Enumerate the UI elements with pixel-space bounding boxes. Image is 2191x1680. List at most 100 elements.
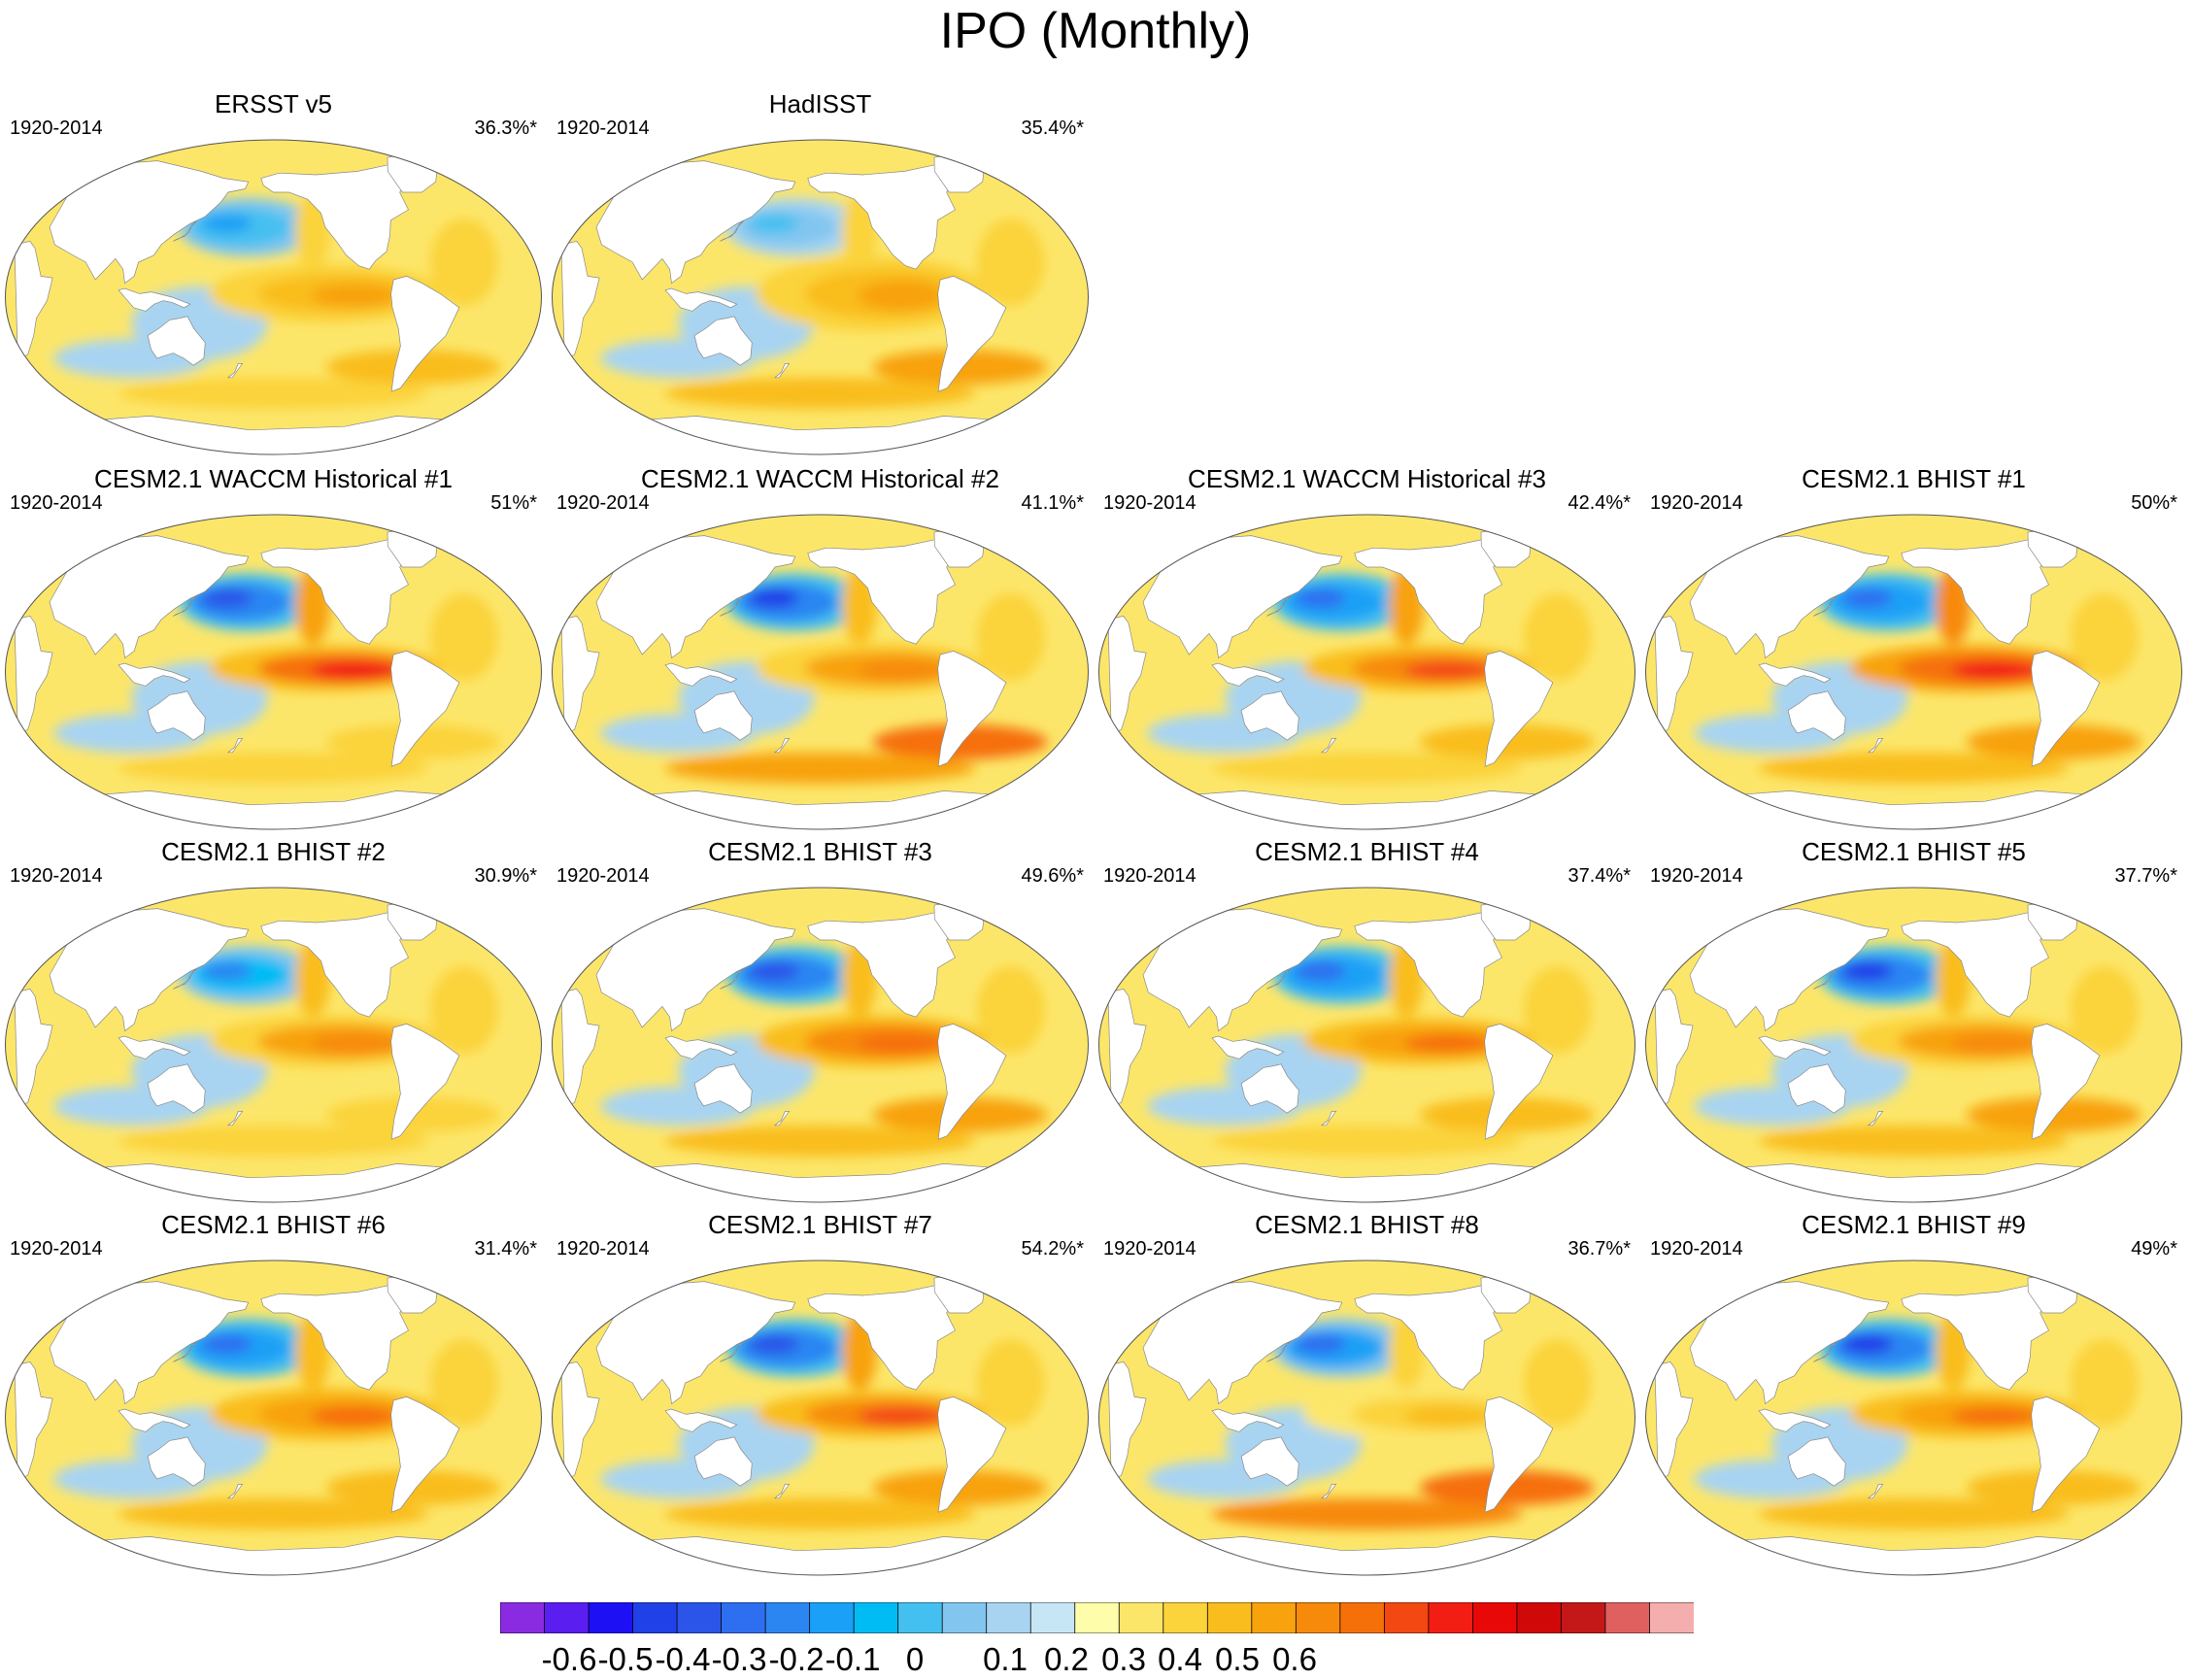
colorbar-box	[1251, 1602, 1298, 1633]
map-border	[552, 887, 1089, 1203]
panel-period: 1920-2014	[1103, 492, 1197, 514]
colorbar-box	[1472, 1602, 1518, 1633]
land-japan	[1813, 967, 1838, 990]
colorbar-box	[500, 1602, 546, 1633]
tropical-warm-core	[1404, 1033, 1493, 1053]
tropical-warm-core	[858, 1032, 946, 1055]
land-samerica	[390, 651, 460, 767]
north-pacific-anomaly-core	[748, 588, 799, 608]
map-border	[5, 514, 542, 830]
land-nz	[226, 1484, 244, 1499]
land-samerica	[937, 1396, 1007, 1513]
atlantic-anomaly	[1523, 966, 1592, 1054]
tropical-warm-core	[858, 659, 946, 682]
colorbar-tick-label: 0.2	[1044, 1641, 1089, 1677]
tropical-warm-core	[311, 1032, 399, 1055]
north-pacific-anomaly-core	[201, 588, 253, 608]
land-japan	[173, 1340, 198, 1362]
atlantic-anomaly	[1523, 593, 1592, 681]
colorbar-tick-label: -0.3	[711, 1641, 767, 1677]
colorbar-box	[1029, 1602, 1076, 1633]
map-panel: CESM2.1 BHIST #9 1920-2014 49%*	[1640, 1210, 2187, 1579]
colorbar-box	[853, 1602, 899, 1633]
tropical-warm-core	[1404, 1405, 1493, 1428]
land-nz	[226, 1111, 244, 1126]
colorbar-tick-label: -0.5	[597, 1641, 654, 1677]
panel-period: 1920-2014	[1650, 492, 1743, 514]
tropical-warm-core	[1951, 1032, 2039, 1055]
colorbar-box	[809, 1602, 856, 1633]
map-panel: CESM2.1 WACCM Historical #3 1920-2014 42.4…	[1094, 464, 1640, 833]
land-japan	[173, 219, 198, 242]
atlantic-anomaly	[976, 218, 1045, 306]
map-border	[1645, 887, 2182, 1203]
atlantic-anomaly	[2070, 1339, 2139, 1427]
atlantic-anomaly	[429, 218, 498, 306]
land-japan	[720, 594, 745, 617]
land-japan	[720, 219, 745, 242]
southern-band-warm	[1211, 1126, 1523, 1157]
land-australia	[147, 1436, 206, 1487]
map-panel: CESM2.1 WACCM Historical #2 1920-2014 41.1…	[547, 464, 1094, 833]
southern-band-warm	[664, 753, 976, 784]
colorbar-box	[544, 1602, 590, 1633]
atlantic-anomaly	[976, 593, 1045, 681]
land-samerica	[1484, 651, 1554, 767]
colorbar-tick-label: 0.6	[1272, 1641, 1317, 1677]
colorbar-box	[632, 1602, 678, 1633]
panel-period: 1920-2014	[1650, 1238, 1743, 1260]
colorbar-box	[588, 1602, 634, 1633]
panel-title: CESM2.1 WACCM Historical #2	[641, 464, 999, 493]
land-indonesia	[118, 1035, 191, 1059]
southern-band-warm	[664, 378, 976, 409]
map-panel: CESM2.1 BHIST #4 1920-2014 37.4%*	[1094, 837, 1640, 1206]
ipo-pattern-map	[1098, 887, 1635, 1203]
land-australia	[1787, 1063, 1846, 1114]
ipo-pattern-map	[552, 514, 1089, 830]
panel-variance: 36.7%*	[1567, 1238, 1632, 1260]
colorbar-tick-label: 0.1	[983, 1641, 1028, 1677]
southern-band-warm	[1758, 1126, 2070, 1157]
colorbar-box	[676, 1602, 723, 1633]
land-australia	[147, 316, 206, 366]
panel-title: CESM2.1 WACCM Historical #1	[94, 464, 453, 493]
land-asia	[595, 535, 796, 659]
land-namerica	[260, 911, 418, 1018]
southern-band-warm	[1211, 753, 1523, 784]
ipo-pattern-map	[1098, 1260, 1635, 1576]
land-nz	[1867, 1111, 1884, 1126]
panel-variance: 36.3%*	[474, 118, 538, 139]
map-border	[1098, 1260, 1635, 1576]
land-asia	[1142, 1281, 1343, 1405]
land-australia	[693, 690, 753, 741]
land-nz	[1320, 1484, 1337, 1499]
ipo-pattern-map	[5, 139, 542, 455]
land-japan	[1266, 967, 1292, 990]
colorbar-box	[1649, 1602, 1694, 1633]
atlantic-anomaly	[429, 1339, 498, 1427]
land-nz	[1867, 738, 1884, 754]
north-pacific-anomaly-core	[201, 214, 253, 233]
panel-title: CESM2.1 BHIST #3	[708, 837, 932, 866]
land-asia	[1142, 908, 1343, 1032]
land-namerica	[807, 911, 964, 1018]
north-pacific-anomaly-core	[748, 1334, 799, 1354]
colorbar-box	[1383, 1602, 1430, 1633]
colorbar-tick-label: -0.6	[541, 1641, 597, 1677]
colorbar-box	[1295, 1602, 1341, 1633]
map-border	[5, 139, 542, 455]
north-pacific-anomaly-core	[1295, 588, 1346, 608]
land-indonesia	[118, 1408, 191, 1432]
land-nz	[773, 738, 791, 754]
atlantic-anomaly	[429, 593, 498, 681]
colorbar-box	[1428, 1602, 1474, 1633]
colorbar-box	[1516, 1602, 1563, 1633]
colorbar-box	[1074, 1602, 1121, 1633]
panel-title: CESM2.1 BHIST #9	[1802, 1210, 2026, 1239]
tropical-warm-core	[1951, 660, 2039, 680]
map-panel: HadISST 1920-2014 35.4%*	[547, 89, 1094, 458]
atlantic-anomaly	[2070, 966, 2139, 1054]
tropical-warm-core	[311, 660, 399, 680]
panel-title: CESM2.1 BHIST #8	[1255, 1210, 1479, 1239]
land-asia	[49, 160, 250, 285]
